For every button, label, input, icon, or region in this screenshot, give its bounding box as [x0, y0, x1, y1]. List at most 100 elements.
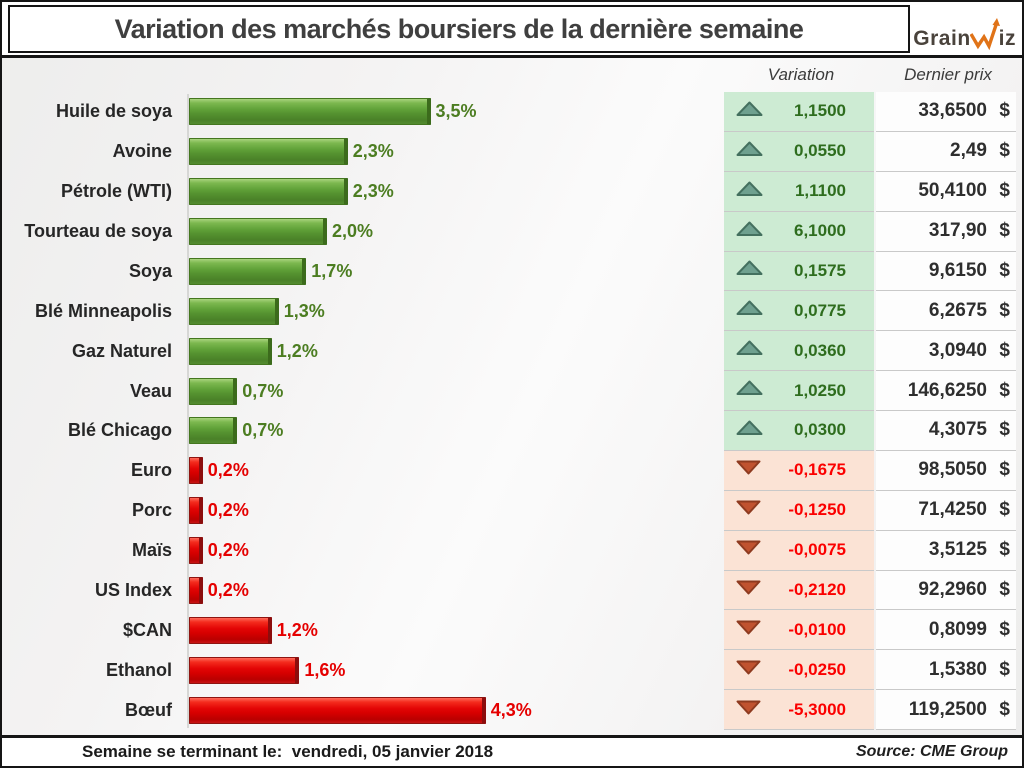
- bar-value-label: 3,5%: [435, 101, 477, 122]
- bar-area: 0,2%: [180, 451, 724, 491]
- market-row: $CAN 1,2% -0,0100 0,8099 $: [2, 610, 1016, 651]
- bar-value-label: 2,3%: [352, 141, 394, 162]
- variation-value: -0,1675: [788, 460, 846, 480]
- price-cell: 2,49 $: [876, 131, 1016, 172]
- up-triangle-icon: [736, 380, 763, 401]
- bar-value-label: 0,2%: [207, 540, 249, 561]
- up-triangle-icon: [736, 420, 763, 441]
- bar-value-label: 0,7%: [242, 420, 284, 441]
- category-label: Maïs: [131, 540, 172, 561]
- price-value: 3,0940: [928, 339, 987, 361]
- variation-bar: [189, 178, 348, 206]
- market-row: Avoine 2,3% 0,0550 2,49 $: [2, 131, 1016, 172]
- currency-symbol: $: [999, 339, 1010, 361]
- category-label: Tourteau de soya: [24, 221, 172, 242]
- market-row: Maïs 0,2% -0,0075 3,5125 $: [2, 530, 1016, 571]
- down-triangle-icon: [736, 700, 761, 720]
- market-row: Blé Minneapolis 1,3% 0,0775 6,2675 $: [2, 291, 1016, 332]
- variation-bar: [189, 457, 203, 485]
- currency-symbol: $: [999, 100, 1010, 122]
- price-value: 6,2675: [928, 299, 987, 321]
- bar-area: 2,3%: [180, 172, 724, 212]
- variation-cell: -0,0250: [724, 650, 874, 691]
- price-value: 146,6250: [907, 379, 987, 401]
- bar-value-label: 0,7%: [242, 380, 284, 401]
- footer-bar: Semaine se terminant le: vendredi, 05 ja…: [2, 735, 1022, 766]
- price-value: 50,4100: [918, 180, 987, 202]
- currency-symbol: $: [999, 539, 1010, 561]
- category-label: US Index: [94, 579, 172, 600]
- variation-cell: 0,1575: [724, 251, 874, 292]
- market-row: Huile de soya 3,5% 1,1500 33,6500 $: [2, 92, 1016, 132]
- bar-value-label: 4,3%: [490, 699, 532, 720]
- up-triangle-icon: [736, 340, 763, 361]
- week-ending-label: Semaine se terminant le: vendredi, 05 ja…: [82, 742, 494, 761]
- variation-bar: [189, 537, 203, 565]
- variation-value: 0,0300: [794, 420, 846, 440]
- column-header-variation: Variation: [767, 65, 835, 84]
- bar-area: 2,3%: [180, 132, 724, 172]
- price-cell: 146,6250 $: [876, 371, 1016, 411]
- down-triangle-icon: [736, 460, 761, 480]
- logo-text-grain: Grain: [913, 27, 971, 50]
- page-title: Variation des marchés boursiers de la de…: [114, 13, 804, 44]
- variation-bar: [189, 696, 486, 724]
- price-cell: 0,8099 $: [876, 610, 1016, 651]
- category-label: Blé Chicago: [67, 420, 172, 441]
- variation-bar: [189, 138, 348, 166]
- market-row: Euro 0,2% -0,1675 98,5050 $: [2, 450, 1016, 491]
- variation-value: 0,0360: [794, 340, 846, 360]
- bar-value-label: 0,2%: [207, 460, 249, 481]
- price-value: 33,6500: [918, 100, 987, 122]
- bar-area: 1,2%: [180, 331, 724, 371]
- variation-bar: [189, 656, 300, 684]
- table-column-headers: Variation Dernier prix: [2, 58, 1022, 92]
- currency-symbol: $: [999, 658, 1010, 680]
- market-row: Soya 1,7% 0,1575 9,6150 $: [2, 251, 1016, 292]
- bar-value-label: 1,2%: [276, 340, 318, 361]
- currency-symbol: $: [999, 578, 1010, 600]
- category-label: Soya: [128, 260, 172, 281]
- market-row: Bœuf 4,3% -5,3000 119,2500 $: [2, 690, 1016, 730]
- source-label: Source: CME Group: [855, 743, 1008, 760]
- currency-symbol: $: [999, 140, 1010, 162]
- variation-value: 1,1500: [794, 101, 846, 121]
- variation-value: -0,2120: [788, 579, 846, 599]
- currency-symbol: $: [999, 180, 1010, 202]
- price-value: 2,49: [950, 140, 987, 162]
- price-value: 71,4250: [918, 499, 987, 521]
- variation-cell: 1,1500: [724, 92, 874, 132]
- column-header-dernier-prix: Dernier prix: [904, 65, 992, 84]
- currency-symbol: $: [999, 259, 1010, 281]
- bar-area: 1,7%: [180, 252, 724, 292]
- price-cell: 3,0940 $: [876, 331, 1016, 372]
- bar-area: 1,2%: [180, 610, 724, 650]
- variation-value: 6,1000: [794, 221, 846, 241]
- variation-bar: [189, 98, 431, 126]
- logo-zigzag-chart-icon: [969, 18, 1000, 51]
- bar-value-label: 1,6%: [304, 659, 346, 680]
- market-row: Ethanol 1,6% -0,0250 1,5380 $: [2, 650, 1016, 691]
- variation-bar: [189, 616, 272, 644]
- market-row: Tourteau de soya 2,0% 6,1000 317,90 $: [2, 211, 1016, 252]
- down-triangle-icon: [736, 620, 761, 640]
- currency-symbol: $: [999, 618, 1010, 640]
- currency-symbol: $: [999, 459, 1010, 481]
- market-row: Veau 0,7% 1,0250 146,6250 $: [2, 371, 1016, 411]
- variation-bar: [189, 417, 238, 445]
- up-triangle-icon: [736, 260, 763, 281]
- variation-bar: [189, 218, 327, 246]
- bar-area: 1,3%: [180, 291, 724, 331]
- variation-value: 0,0775: [794, 300, 846, 320]
- grainwiz-logo: Grain iz: [908, 12, 1016, 52]
- bar-area: 2,0%: [180, 212, 724, 252]
- price-cell: 50,4100 $: [876, 171, 1016, 212]
- category-label: Avoine: [112, 141, 172, 162]
- currency-symbol: $: [999, 379, 1010, 401]
- variation-cell: -0,0100: [724, 610, 874, 651]
- price-value: 119,2500: [908, 698, 987, 720]
- variation-cell: -0,1675: [724, 450, 874, 491]
- variation-bar: [189, 297, 279, 325]
- bar-area: 0,7%: [180, 371, 724, 411]
